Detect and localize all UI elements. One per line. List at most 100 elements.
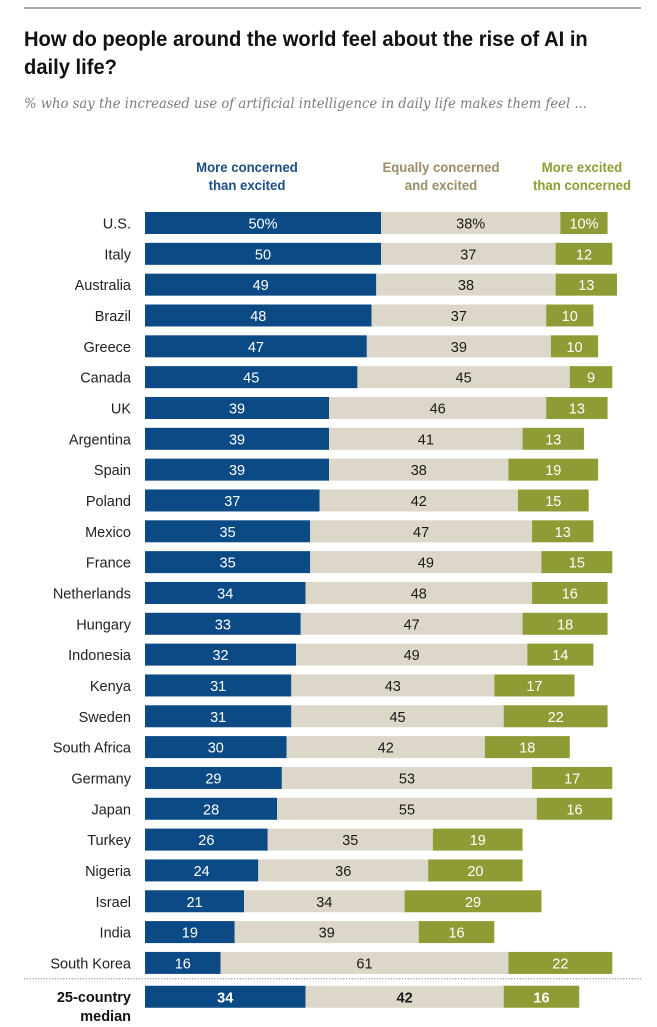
row-nigeria-value-more-concerned-than-excited: 24 (194, 864, 210, 880)
row-india-bar-equally-concerned-and-excited (234, 921, 419, 944)
row-south-korea-value-equally-concerned-and-excited: 61 (356, 956, 372, 972)
row-italy-value-equally-concerned-and-excited: 37 (460, 247, 476, 263)
row-south-africa-value-more-concerned-than-excited: 30 (208, 741, 224, 757)
row-argentina-value-more-excited-than-concerned: 13 (545, 432, 561, 448)
row-italy-bar-more-excited-than-concerned (555, 242, 613, 265)
row-spain-bar-more-excited-than-concerned (508, 458, 599, 481)
row-kenya-value-more-excited-than-concerned: 17 (526, 679, 542, 695)
row-spain-value-more-concerned-than-excited: 39 (229, 463, 245, 479)
row-france-bar-more-excited-than-concerned (541, 551, 613, 574)
row-indonesia-value-more-excited-than-concerned: 14 (552, 648, 568, 664)
row-india-bar-more-concerned-than-excited (145, 921, 235, 944)
row-italy-bar-more-concerned-than-excited (145, 242, 381, 265)
row-france-bar-more-concerned-than-excited (145, 551, 311, 574)
row-japan-bar-equally-concerned-and-excited (277, 797, 537, 820)
row-turkey-bar-more-excited-than-concerned (432, 828, 523, 851)
row-mexico-value-more-concerned-than-excited: 35 (220, 525, 236, 541)
row-israel-value-more-concerned-than-excited: 21 (186, 895, 202, 911)
row-germany-bar-more-excited-than-concerned (532, 766, 613, 789)
row-mexico-value-more-excited-than-concerned: 13 (555, 525, 571, 541)
row-germany-bar-more-concerned-than-excited (145, 766, 282, 789)
legend-equally-concerned-line1: Equally concerned (382, 159, 500, 175)
row-brazil-bar-more-concerned-than-excited (145, 304, 372, 327)
row-indonesia-bar-more-concerned-than-excited (145, 643, 297, 666)
legend-more-concerned: More concerned than excited (180, 158, 313, 194)
row-spain-label: Spain (94, 463, 131, 479)
row-u-s-bar-more-concerned-than-excited (145, 212, 381, 234)
row-italy-label: Italy (104, 247, 131, 263)
row-japan-value-more-excited-than-concerned: 16 (566, 802, 582, 818)
row-greece-value-equally-concerned-and-excited: 39 (451, 340, 467, 356)
row-u-s-bar-equally-concerned-and-excited (381, 212, 561, 234)
median-label-line1: 25-country (57, 990, 131, 1006)
row-israel-value-more-excited-than-concerned: 29 (465, 895, 481, 911)
row-brazil-value-equally-concerned-and-excited: 37 (451, 309, 467, 325)
row-japan-value-equally-concerned-and-excited: 55 (399, 802, 415, 818)
row-nigeria-label: Nigeria (85, 864, 132, 880)
top-rule (24, 7, 641, 9)
row-argentina-bar-more-concerned-than-excited (145, 427, 330, 450)
row-25-country-median-value-more-excited-than-concerned: 16 (533, 990, 549, 1006)
row-south-africa-bar-more-excited-than-concerned (484, 736, 570, 759)
row-netherlands-value-equally-concerned-and-excited: 48 (411, 586, 427, 602)
row-poland-bar-more-concerned-than-excited (145, 489, 320, 512)
row-indonesia-label: Indonesia (68, 648, 132, 664)
row-indonesia-bar-more-excited-than-concerned (527, 643, 594, 666)
row-argentina-label: Argentina (69, 432, 132, 448)
row-greece-bar-more-excited-than-concerned (550, 335, 599, 358)
row-u-s-value-equally-concerned-and-excited: 38% (456, 217, 485, 233)
row-australia-bar-more-concerned-than-excited (145, 273, 377, 296)
row-israel-label: Israel (96, 895, 131, 911)
row-netherlands-value-more-excited-than-concerned: 16 (562, 586, 578, 602)
row-south-korea-bar-equally-concerned-and-excited (220, 951, 509, 974)
legend-equally-concerned-line2: and excited (404, 177, 478, 193)
row-germany-bar-equally-concerned-and-excited (281, 766, 533, 789)
row-australia-value-more-excited-than-concerned: 13 (578, 278, 594, 294)
row-south-korea-bar-more-excited-than-concerned (508, 951, 613, 974)
row-brazil-label: Brazil (95, 309, 131, 325)
row-turkey-value-more-excited-than-concerned: 19 (470, 833, 486, 849)
row-uk-value-more-concerned-than-excited: 39 (229, 401, 245, 417)
row-japan-label: Japan (91, 802, 131, 818)
row-greece-bar-equally-concerned-and-excited (366, 335, 551, 358)
row-australia-label: Australia (75, 278, 132, 294)
row-uk-bar-more-excited-than-concerned (546, 396, 608, 419)
row-netherlands-label: Netherlands (53, 586, 131, 602)
row-france-bar-equally-concerned-and-excited (310, 551, 542, 574)
row-spain-bar-more-concerned-than-excited (145, 458, 330, 481)
row-sweden-bar-equally-concerned-and-excited (291, 705, 504, 728)
row-argentina-value-more-concerned-than-excited: 39 (229, 432, 245, 448)
row-canada-bar-equally-concerned-and-excited (357, 366, 570, 389)
row-australia-value-equally-concerned-and-excited: 38 (458, 278, 474, 294)
legend-more-excited-line1: More excited (541, 159, 623, 175)
row-france-value-more-concerned-than-excited: 35 (220, 556, 236, 572)
row-nigeria-bar-equally-concerned-and-excited (258, 859, 429, 882)
row-kenya-bar-more-excited-than-concerned (494, 674, 575, 697)
row-sweden-label: Sweden (79, 710, 131, 726)
row-uk-value-more-excited-than-concerned: 13 (569, 401, 585, 417)
row-canada-label: Canada (80, 371, 132, 387)
row-nigeria-value-equally-concerned-and-excited: 36 (335, 864, 351, 880)
row-france-value-more-excited-than-concerned: 15 (569, 556, 585, 572)
row-brazil-bar-more-excited-than-concerned (546, 304, 594, 327)
row-hungary-bar-more-concerned-than-excited (145, 612, 301, 635)
row-hungary-value-more-excited-than-concerned: 18 (557, 617, 573, 633)
row-spain-value-equally-concerned-and-excited: 38 (411, 463, 427, 479)
row-netherlands-bar-more-concerned-than-excited (145, 581, 306, 604)
row-25-country-median-bar-equally-concerned-and-excited (305, 985, 504, 1008)
row-india-bar-more-excited-than-concerned (418, 921, 495, 944)
row-argentina-value-equally-concerned-and-excited: 41 (418, 432, 434, 448)
row-u-s-value-more-excited-than-concerned: 10% (569, 217, 598, 233)
row-germany-label: Germany (71, 771, 131, 787)
row-poland-bar-more-excited-than-concerned (517, 489, 589, 512)
row-israel-bar-more-concerned-than-excited (145, 890, 245, 913)
row-kenya-value-more-concerned-than-excited: 31 (210, 679, 226, 695)
row-u-s-bar-more-excited-than-concerned (560, 212, 608, 234)
row-mexico-label: Mexico (85, 525, 131, 541)
row-25-country-median-value-more-concerned-than-excited: 34 (217, 990, 233, 1006)
row-hungary-label: Hungary (76, 617, 132, 633)
row-south-africa-value-equally-concerned-and-excited: 42 (378, 741, 394, 757)
row-netherlands-value-more-concerned-than-excited: 34 (217, 586, 233, 602)
row-canada-value-more-concerned-than-excited: 45 (243, 371, 259, 387)
